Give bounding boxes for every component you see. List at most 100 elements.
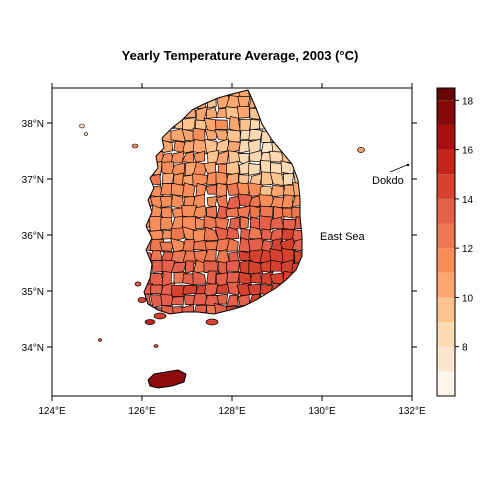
x-tick-label: 130°E (308, 406, 336, 417)
mainland-outline (143, 89, 303, 315)
district-region (206, 206, 217, 219)
district-region (215, 182, 228, 197)
colorbar-bin (437, 371, 455, 396)
district-region (236, 282, 252, 297)
colorbar-bin (437, 174, 455, 199)
colorbar-bin (437, 198, 455, 224)
district-region (148, 215, 164, 232)
district-region (215, 119, 228, 130)
district-region (203, 283, 219, 297)
district-region (181, 303, 195, 314)
district-region (215, 283, 230, 294)
district-region (217, 163, 229, 176)
dokdo-island (406, 163, 410, 167)
district-region (282, 219, 297, 231)
district-region (170, 261, 187, 274)
southern-island (205, 318, 219, 326)
colorbar-bin (437, 149, 455, 175)
district-region (225, 206, 241, 218)
district-region (247, 283, 262, 297)
district-region (291, 195, 302, 207)
southwest-island (144, 319, 156, 325)
district-region (282, 173, 294, 186)
colorbar-tick-label: 14 (462, 195, 474, 206)
colorbar-bin (437, 88, 455, 101)
colorbar-frame (436, 87, 456, 397)
district-region (170, 151, 185, 164)
district-region (215, 205, 229, 220)
district-region (226, 260, 240, 273)
district-region (239, 216, 250, 230)
district-region (294, 250, 302, 265)
colorbar-tick-label: 10 (462, 293, 474, 304)
colorbar-bin (437, 223, 455, 249)
district-region (170, 284, 186, 298)
district-region (248, 260, 263, 274)
district-region (161, 172, 175, 185)
east-sea-label: East Sea (320, 231, 366, 243)
district-region (226, 294, 239, 307)
colorbar-bin (437, 346, 455, 372)
district-region (248, 128, 263, 141)
small-island (153, 344, 159, 348)
y-tick-label: 35°N (22, 287, 44, 298)
district-region (236, 105, 250, 119)
district-region (160, 293, 173, 307)
northwest-island (79, 123, 85, 129)
district-region (214, 303, 231, 314)
colorbar-bin (437, 297, 455, 323)
district-region (238, 271, 252, 286)
district-region (170, 227, 185, 243)
district-region (215, 171, 229, 185)
colorbar-tick-label: 12 (462, 244, 474, 255)
colorbar-bin (437, 322, 455, 347)
district-region (206, 195, 218, 207)
x-tick-label: 128°E (218, 406, 246, 417)
district-region (225, 106, 240, 122)
colorbar-bin (437, 100, 455, 125)
colorbar-tick-label: 18 (462, 96, 474, 107)
map-axes: 124°E 126°E 128°E 130°E 132°E 38°N 37°N 36°N 35°… (22, 83, 426, 417)
islands (79, 123, 410, 389)
western-island (137, 297, 147, 303)
northwest-island (84, 132, 88, 136)
southwest-island (153, 312, 167, 320)
y-tick-label: 36°N (22, 231, 44, 242)
district-region (291, 237, 302, 252)
district-region (248, 163, 261, 176)
district-region (206, 270, 217, 286)
district-region (291, 229, 302, 242)
western-island (131, 143, 139, 149)
district-region (239, 259, 252, 275)
district-region (238, 140, 252, 154)
district-region (260, 271, 274, 286)
colorbar: 8 10 12 14 16 18 (436, 87, 474, 397)
colorbar-bin (437, 248, 455, 273)
district-region (236, 205, 252, 219)
district-region (205, 184, 218, 195)
district-region (226, 238, 239, 252)
district-region (225, 140, 242, 155)
colorbar-bin (437, 124, 455, 150)
district-region (260, 171, 274, 186)
small-island (98, 338, 102, 342)
district-region (216, 293, 228, 305)
district-region (226, 226, 240, 241)
district-region (203, 260, 219, 274)
chart-title: Yearly Temperature Average, 2003 (°C) (122, 48, 359, 63)
district-region (226, 281, 240, 296)
district-region (248, 237, 264, 252)
ulleungdo-island (357, 147, 365, 153)
district-region (170, 296, 185, 306)
district-region (161, 207, 173, 220)
x-tick-label: 132°E (398, 406, 426, 417)
district-region (204, 129, 219, 140)
colorbar-tick-label: 8 (462, 343, 468, 354)
district-region (149, 284, 163, 295)
western-island (134, 281, 142, 287)
district-region (182, 284, 197, 295)
y-tick-label: 38°N (22, 119, 44, 130)
district-region (193, 150, 206, 163)
x-tick-label: 126°E (128, 406, 156, 417)
